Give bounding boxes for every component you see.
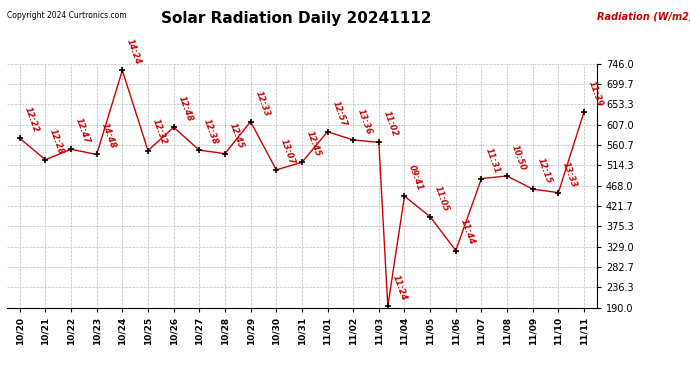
Text: 12:57: 12:57	[331, 99, 348, 128]
Text: 13:07: 13:07	[279, 137, 297, 166]
Text: 11:44: 11:44	[459, 218, 476, 246]
Text: 11:24: 11:24	[391, 274, 408, 302]
Text: 12:32: 12:32	[150, 118, 168, 146]
Text: 11:31: 11:31	[484, 146, 502, 174]
Text: 12:28: 12:28	[48, 127, 66, 156]
Text: Radiation (W/m2): Radiation (W/m2)	[597, 11, 690, 21]
Text: 14:24: 14:24	[125, 38, 143, 66]
Text: 12:48: 12:48	[177, 95, 194, 123]
Text: 12:45: 12:45	[305, 130, 322, 158]
Text: 12:38: 12:38	[202, 118, 219, 146]
Text: 11:02: 11:02	[382, 110, 400, 138]
Text: 11:05: 11:05	[433, 184, 451, 213]
Text: 13:33: 13:33	[561, 160, 579, 189]
Text: 13:36: 13:36	[356, 108, 373, 136]
Text: 09:41: 09:41	[407, 164, 425, 192]
Text: 12:47: 12:47	[74, 117, 92, 145]
Text: 14:48: 14:48	[99, 122, 117, 150]
Text: Solar Radiation Daily 20241112: Solar Radiation Daily 20241112	[161, 11, 432, 26]
Text: Copyright 2024 Curtronics.com: Copyright 2024 Curtronics.com	[7, 11, 126, 20]
Text: 12:15: 12:15	[535, 157, 553, 185]
Text: 12:33: 12:33	[253, 89, 271, 117]
Text: 12:22: 12:22	[23, 106, 40, 134]
Text: 11:39: 11:39	[586, 80, 604, 108]
Text: 10:50: 10:50	[510, 144, 527, 172]
Text: 12:45: 12:45	[228, 121, 246, 150]
